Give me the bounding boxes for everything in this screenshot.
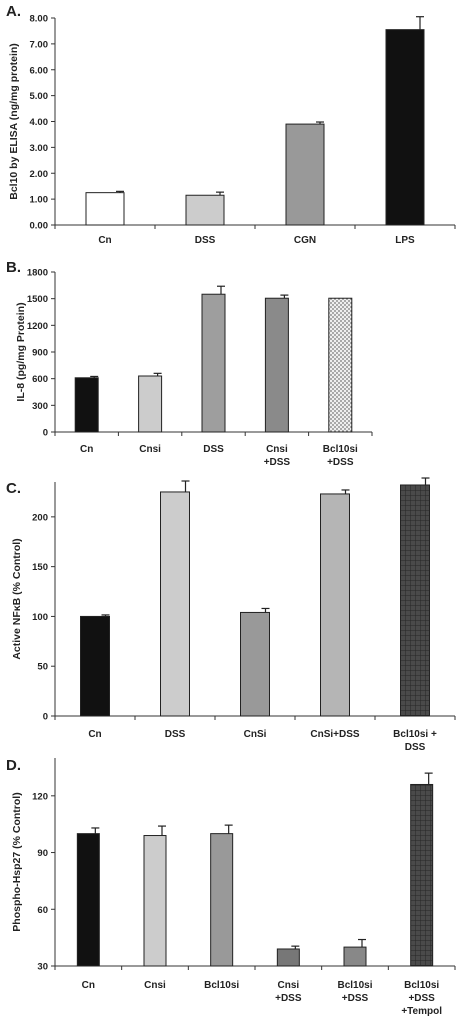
y-tick-label: 6.00 <box>30 65 49 76</box>
bar <box>76 833 100 967</box>
bar <box>74 377 99 433</box>
panel-label: D. <box>6 757 21 774</box>
bar <box>185 194 225 226</box>
bar <box>80 615 110 717</box>
bar <box>343 946 367 967</box>
bar <box>201 293 226 433</box>
y-tick-label: 3.00 <box>30 143 49 154</box>
category-label: DSS <box>203 444 224 455</box>
category-label: CnSi <box>244 729 267 740</box>
y-tick-label: 600 <box>32 374 48 385</box>
bar <box>320 493 350 717</box>
y-tick-label: 200 <box>32 512 48 523</box>
y-tick-label: 60 <box>37 905 48 916</box>
category-label: Cnsi <box>139 444 161 455</box>
chart-panel-4: D. Phospho-Hsp27 (% Control) 30 60 90 120 Cn Cn… <box>6 757 456 1017</box>
category-label: Cn <box>88 729 101 740</box>
chart-panel-2: B. IL-8 (pg/mg Protein) 0 300 600 900 1200 1500… <box>6 259 373 468</box>
y-axis-label: Active NFκB (% Control) <box>11 538 23 659</box>
category-label: DSS <box>195 235 216 246</box>
y-tick-label: 1500 <box>27 294 48 305</box>
category-label: Bcl10si +DSS +Tempol <box>401 980 442 1017</box>
bar <box>138 375 163 433</box>
category-label: Cnsi +DSS <box>264 444 291 468</box>
y-axis-label: IL-8 (pg/mg Protein) <box>15 302 27 401</box>
y-tick-label: 50 <box>37 662 48 673</box>
y-tick-label: 0.00 <box>30 221 49 232</box>
chart-panel-1: A. Bcl10 by ELISA (ng/mg protein) 0.00 1.00… <box>6 3 456 246</box>
bar <box>210 833 234 967</box>
category-label: Cn <box>98 235 111 246</box>
panel-label: B. <box>6 259 21 276</box>
y-tick-label: 1.00 <box>30 195 49 206</box>
y-tick-label: 4.00 <box>30 117 49 128</box>
y-tick-label: 8.00 <box>30 14 49 25</box>
y-tick-label: 900 <box>32 348 48 359</box>
panel-label: C. <box>6 480 21 497</box>
y-tick-label: 90 <box>37 848 48 859</box>
bar <box>385 29 425 226</box>
bar <box>410 783 434 967</box>
y-tick-label: 1200 <box>27 321 48 332</box>
y-tick-label: 5.00 <box>30 91 49 102</box>
category-label: CnSi+DSS <box>310 729 360 740</box>
y-tick-label: 150 <box>32 562 48 573</box>
y-axis-label: Bcl10 by ELISA (ng/mg protein) <box>8 43 20 200</box>
bar <box>276 948 300 967</box>
y-tick-label: 120 <box>32 791 48 802</box>
category-label: Cnsi +DSS <box>275 980 302 1004</box>
y-tick-label: 2.00 <box>30 169 49 180</box>
category-label: DSS <box>165 729 186 740</box>
category-label: Bcl10si +DSS <box>323 444 358 468</box>
bar <box>240 611 270 717</box>
bar <box>328 297 353 433</box>
category-label: Bcl10si +DSS <box>337 980 372 1004</box>
y-tick-label: 0 <box>43 712 48 723</box>
y-tick-label: 100 <box>32 612 48 623</box>
category-label: Cn <box>80 444 93 455</box>
y-tick-label: 7.00 <box>30 39 49 50</box>
panel-label: A. <box>6 3 21 20</box>
chart-panel-3: C. Active NFκB (% Control) 0 50 100 150 200 Cn D… <box>6 477 456 753</box>
y-tick-label: 300 <box>32 401 48 412</box>
bar <box>400 484 430 717</box>
bar <box>285 123 325 226</box>
bar <box>160 491 190 717</box>
bar <box>143 835 167 967</box>
category-label: Cnsi <box>144 980 166 991</box>
category-label: Bcl10si + DSS <box>393 729 437 753</box>
y-tick-label: 30 <box>37 962 48 973</box>
bar <box>264 297 289 433</box>
category-label: CGN <box>294 235 316 246</box>
y-axis-label: Phospho-Hsp27 (% Control) <box>11 792 23 931</box>
bar <box>85 192 125 226</box>
y-tick-label: 1800 <box>27 268 48 279</box>
y-tick-label: 0 <box>43 428 48 439</box>
category-label: Cn <box>82 980 95 991</box>
category-label: LPS <box>395 235 415 246</box>
category-label: Bcl10si <box>204 980 239 991</box>
